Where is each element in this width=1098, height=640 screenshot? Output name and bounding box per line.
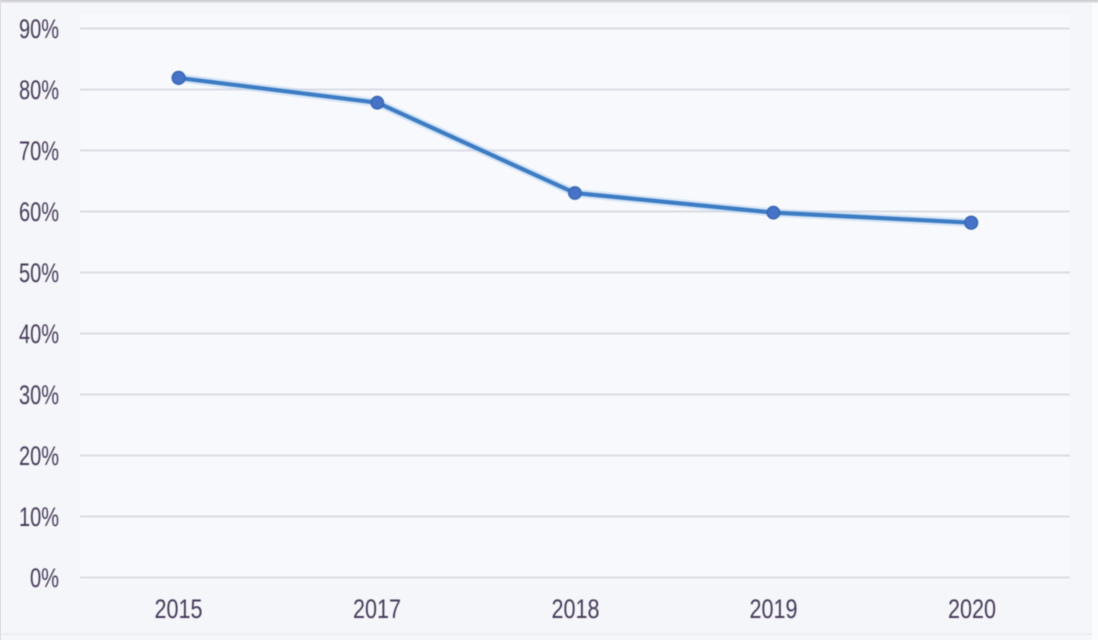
- svg-text:2017: 2017: [353, 594, 401, 624]
- svg-text:90%: 90%: [19, 14, 59, 44]
- svg-text:30%: 30%: [19, 380, 59, 410]
- svg-text:60%: 60%: [19, 197, 59, 227]
- svg-text:2020: 2020: [948, 594, 996, 624]
- svg-text:80%: 80%: [19, 75, 59, 105]
- svg-text:20%: 20%: [19, 441, 59, 471]
- svg-text:2015: 2015: [155, 594, 203, 624]
- svg-text:2019: 2019: [750, 594, 798, 624]
- svg-text:2018: 2018: [552, 594, 600, 624]
- svg-text:10%: 10%: [19, 502, 59, 532]
- svg-text:70%: 70%: [19, 136, 59, 166]
- svg-text:40%: 40%: [19, 319, 59, 349]
- svg-text:50%: 50%: [19, 258, 59, 288]
- svg-text:0%: 0%: [30, 563, 59, 593]
